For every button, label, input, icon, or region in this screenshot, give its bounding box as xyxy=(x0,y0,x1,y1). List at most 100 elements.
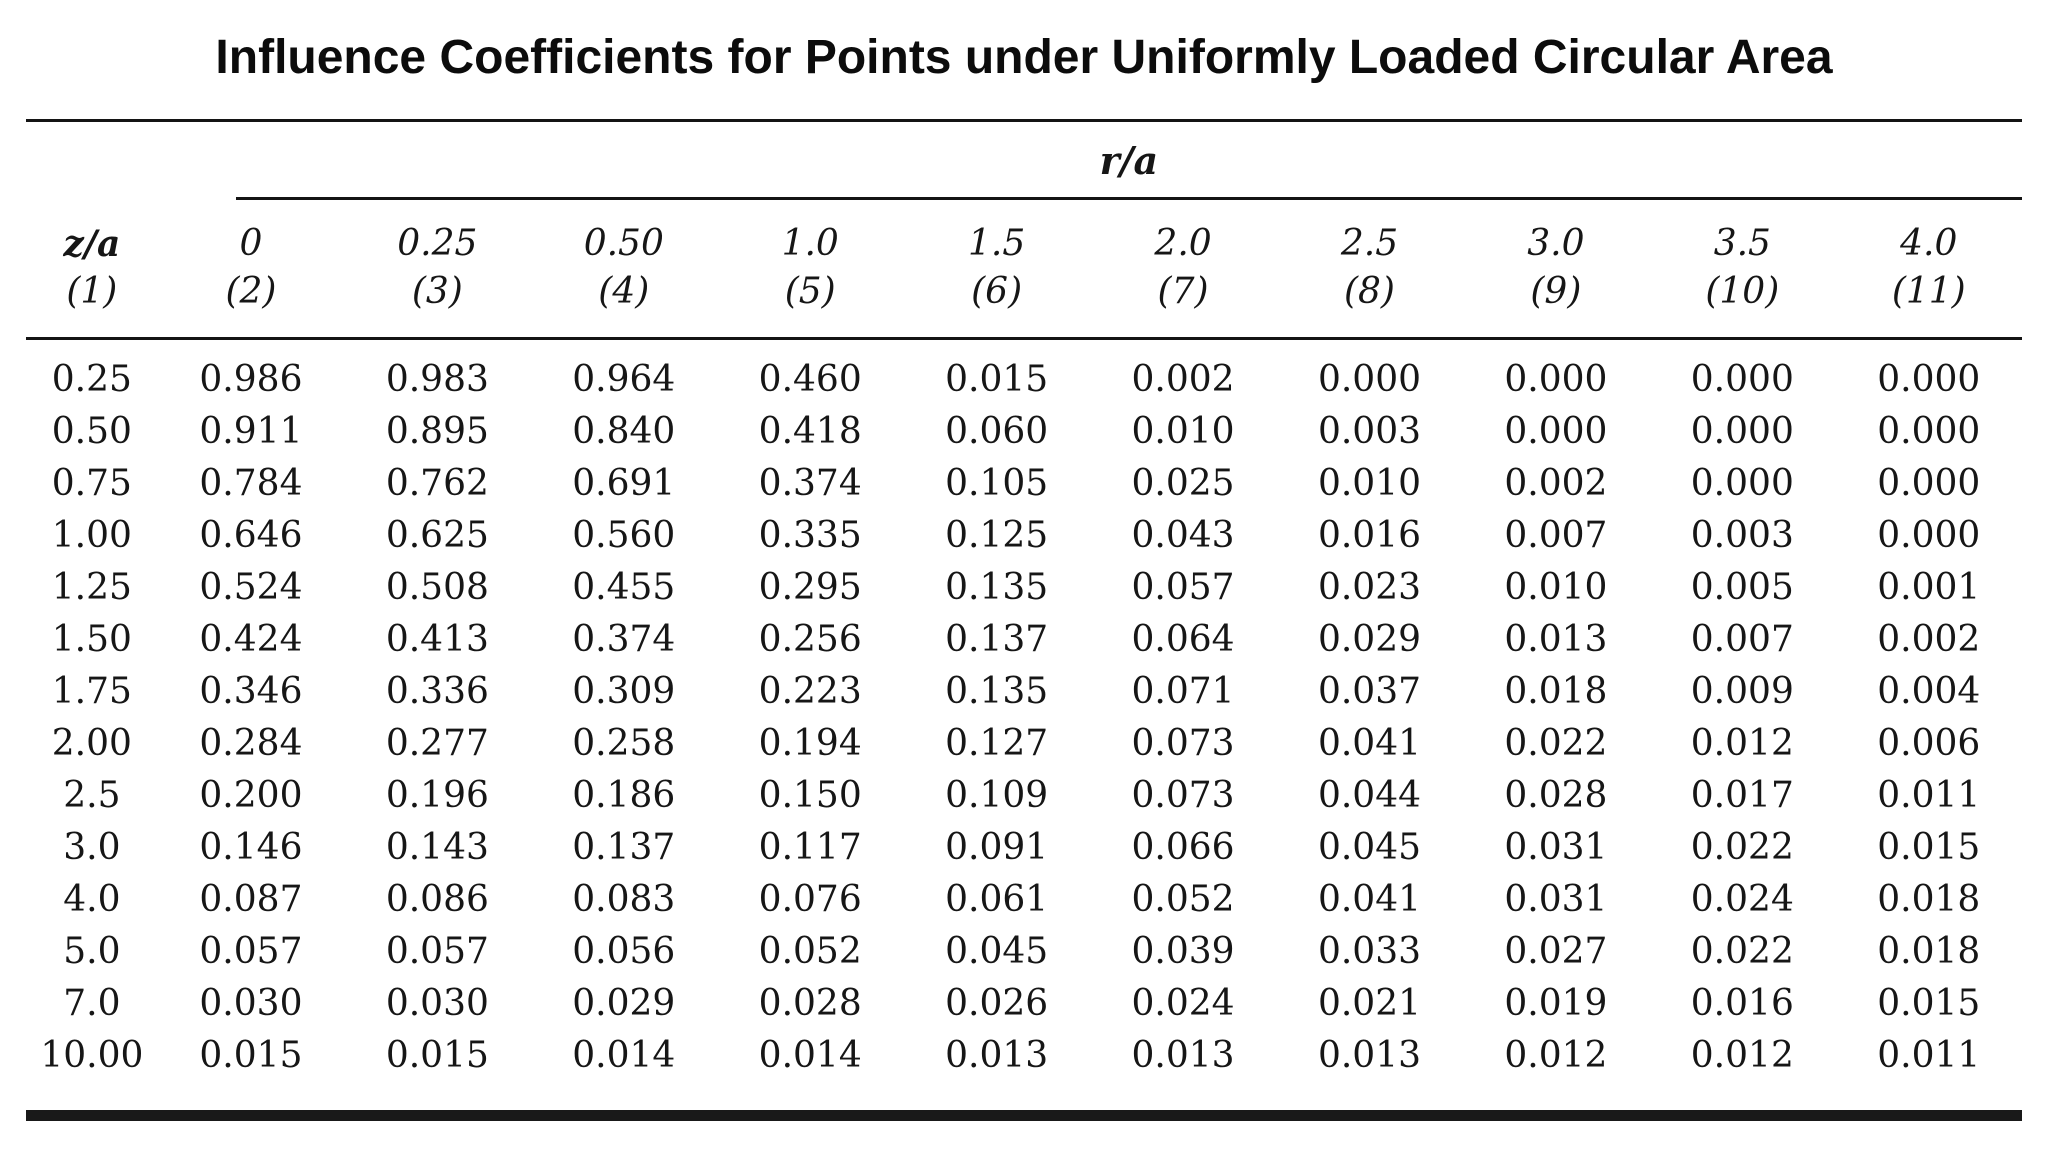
data-cell: 0.137 xyxy=(572,826,676,868)
data-cell: 0.524 xyxy=(199,566,303,608)
data-cell: 0.005 xyxy=(1690,566,1794,608)
column-header-label: 1.5 xyxy=(968,222,1026,264)
data-cell: 0.010 xyxy=(1317,462,1421,504)
data-cell: 0.196 xyxy=(385,774,489,816)
data-cell: 0.015 xyxy=(1877,982,1981,1024)
column-header-number: (9) xyxy=(1530,271,1582,313)
data-cell: 0.029 xyxy=(572,982,676,1024)
data-cell: 0.056 xyxy=(572,930,676,972)
data-cell: 0.010 xyxy=(1131,410,1235,452)
data-cell: 0.146 xyxy=(199,826,303,868)
data-cell: 0.258 xyxy=(572,722,676,764)
data-cell: 0.646 xyxy=(199,514,303,556)
data-cell: 0.022 xyxy=(1690,930,1794,972)
data-cell: 0.840 xyxy=(572,410,676,452)
column-header: 0.50 (4) xyxy=(531,200,717,339)
data-cell: 0.000 xyxy=(1317,358,1421,400)
data-cell: 0.052 xyxy=(758,930,862,972)
table-row: 0.50 0.911 0.895 0.840 0.418 0.060 0.010 0.003 0… xyxy=(26,406,2022,458)
data-cell: 0.336 xyxy=(385,670,489,712)
data-cell: 0.029 xyxy=(1317,618,1421,660)
data-cell: 0.137 xyxy=(945,618,1049,660)
data-cell: 0.064 xyxy=(1131,618,1235,660)
data-cell: 0.086 xyxy=(385,878,489,920)
data-cell: 0.135 xyxy=(945,566,1049,608)
data-cell: 0.413 xyxy=(385,618,489,660)
group-header-row: r/a xyxy=(26,120,2022,200)
row-label: 2.5 xyxy=(63,774,121,816)
column-header: 4.0 (11) xyxy=(1836,200,2022,339)
data-cell: 0.041 xyxy=(1317,878,1421,920)
data-cell: 0.044 xyxy=(1317,774,1421,816)
column-header: 2.5 (8) xyxy=(1276,200,1462,339)
data-cell: 0.006 xyxy=(1877,722,1981,764)
data-cell: 0.018 xyxy=(1877,930,1981,972)
table-row: 2.00 0.284 0.277 0.258 0.194 0.127 0.073 0.041 0… xyxy=(26,718,2022,770)
data-cell: 0.018 xyxy=(1504,670,1608,712)
corner-spacer xyxy=(26,120,158,200)
data-cell: 0.117 xyxy=(758,826,862,868)
table-body: 0.25 0.986 0.983 0.964 0.460 0.015 0.002 0.000 0… xyxy=(26,338,2022,1115)
row-label: 3.0 xyxy=(63,826,121,868)
row-header-cell: z/a (1) xyxy=(26,200,158,339)
column-header-label: 3.5 xyxy=(1713,222,1771,264)
data-cell: 0.625 xyxy=(385,514,489,556)
column-header-number: (3) xyxy=(411,271,463,313)
data-cell: 0.066 xyxy=(1131,826,1235,868)
data-cell: 0.003 xyxy=(1317,410,1421,452)
column-header-number: (11) xyxy=(1891,271,1966,313)
table-row: 1.25 0.524 0.508 0.455 0.295 0.135 0.057 0.023 0… xyxy=(26,562,2022,614)
data-cell: 0.011 xyxy=(1877,774,1981,816)
table-row: 2.5 0.200 0.196 0.186 0.150 0.109 0.073 0.044 0.… xyxy=(26,770,2022,822)
data-cell: 0.200 xyxy=(199,774,303,816)
column-header-label: 4.0 xyxy=(1900,222,1958,264)
row-label: 7.0 xyxy=(63,982,121,1024)
data-cell: 0.127 xyxy=(945,722,1049,764)
column-header: 3.5 (10) xyxy=(1649,200,1835,339)
data-cell: 0.964 xyxy=(572,358,676,400)
row-label: 1.00 xyxy=(51,514,132,556)
row-header-number: (1) xyxy=(66,271,118,313)
data-cell: 0.000 xyxy=(1877,358,1981,400)
data-cell: 0.033 xyxy=(1317,930,1421,972)
data-cell: 0.024 xyxy=(1131,982,1235,1024)
data-cell: 0.009 xyxy=(1690,670,1794,712)
column-header: 2.0 (7) xyxy=(1090,200,1276,339)
data-cell: 0.087 xyxy=(199,878,303,920)
data-cell: 0.284 xyxy=(199,722,303,764)
data-cell: 0.071 xyxy=(1131,670,1235,712)
data-cell: 0.057 xyxy=(385,930,489,972)
row-label: 1.25 xyxy=(51,566,132,608)
data-cell: 0.028 xyxy=(758,982,862,1024)
data-cell: 0.057 xyxy=(1131,566,1235,608)
column-header-label: 0 xyxy=(239,222,263,264)
data-cell: 0.186 xyxy=(572,774,676,816)
data-cell: 0.424 xyxy=(199,618,303,660)
column-header: 0.25 (3) xyxy=(344,200,530,339)
data-cell: 0.004 xyxy=(1877,670,1981,712)
data-cell: 0.010 xyxy=(1504,566,1608,608)
data-cell: 0.022 xyxy=(1690,826,1794,868)
table-row: 10.00 0.015 0.015 0.014 0.014 0.013 0.013 0.013… xyxy=(26,1030,2022,1116)
column-header-row: z/a (1) 0 (2) 0.25 (3) 0.50 (4) 1.0 (5) 1.5 (6) 2.… xyxy=(26,200,2022,339)
data-cell: 0.002 xyxy=(1504,462,1608,504)
table-header: r/a z/a (1) 0 (2) 0.25 (3) 0.50 (4) 1.0 (5) 1.5(… xyxy=(26,120,2022,339)
data-cell: 0.073 xyxy=(1131,774,1235,816)
column-header-number: (4) xyxy=(598,271,650,313)
data-cell: 0.017 xyxy=(1690,774,1794,816)
data-cell: 0.045 xyxy=(945,930,1049,972)
column-header-label: 3.0 xyxy=(1527,222,1585,264)
data-cell: 0.455 xyxy=(572,566,676,608)
data-cell: 0.895 xyxy=(385,410,489,452)
group-header-ra: r/a xyxy=(235,122,2022,200)
data-cell: 0.000 xyxy=(1504,358,1608,400)
data-cell: 0.000 xyxy=(1690,462,1794,504)
data-cell: 0.007 xyxy=(1504,514,1608,556)
data-cell: 0.015 xyxy=(199,1034,303,1076)
data-cell: 0.135 xyxy=(945,670,1049,712)
column-header-number: (8) xyxy=(1343,271,1395,313)
column-header-number: (5) xyxy=(784,271,836,313)
data-cell: 0.030 xyxy=(385,982,489,1024)
data-cell: 0.031 xyxy=(1504,826,1608,868)
data-cell: 0.015 xyxy=(385,1034,489,1076)
